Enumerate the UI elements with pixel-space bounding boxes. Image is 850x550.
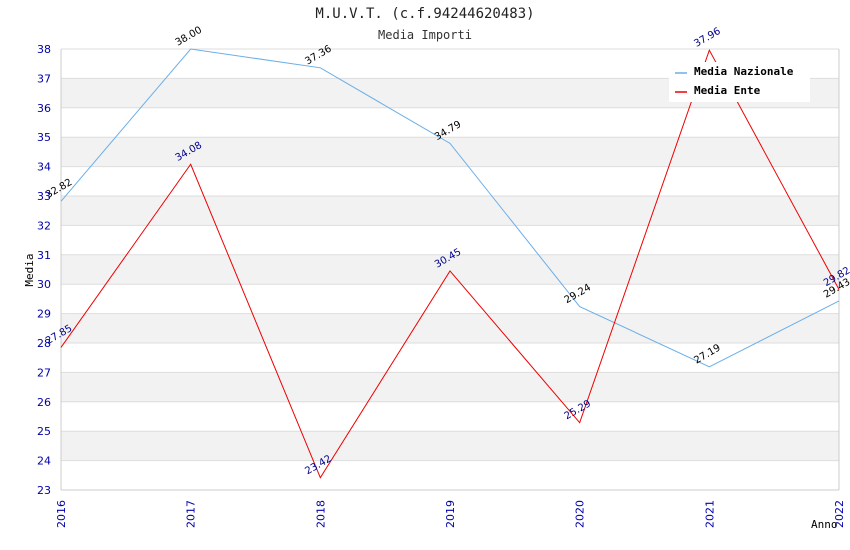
grid-band: [61, 343, 839, 373]
x-tick-label: 2018: [314, 500, 327, 528]
y-tick-label: 29: [37, 308, 51, 321]
series-line-media-nazionale: [60, 48, 840, 368]
legend-label-media-nazionale: Media Nazionale: [694, 65, 794, 78]
x-axis-label: Anno: [811, 518, 838, 531]
grid-band: [61, 225, 839, 255]
grid-band: [61, 313, 839, 343]
x-tick-label: 2016: [55, 500, 68, 528]
y-tick-label: 36: [37, 102, 51, 115]
x-tick-label: 2020: [574, 500, 587, 528]
x-tick-label: 2022: [833, 500, 846, 528]
axes: [60, 49, 840, 491]
legend: Media Nazionale Media Ente: [669, 62, 810, 102]
grid-band: [61, 284, 839, 314]
series-lines: [60, 48, 840, 479]
y-tick-label: 35: [37, 131, 51, 144]
grid-band: [61, 254, 839, 285]
x-tick-label: 2017: [185, 500, 198, 528]
x-tick-label: 2019: [444, 500, 457, 528]
y-tick-label: 27: [37, 366, 51, 379]
grid-band: [61, 401, 839, 432]
y-tick-label: 26: [37, 396, 51, 409]
y-tick-label: 32: [37, 219, 51, 232]
grid-bands: [61, 49, 839, 490]
y-tick-label: 38: [37, 43, 51, 56]
grid-band: [61, 196, 839, 226]
chart-title: M.U.V.T. (c.f.94244620483): [315, 6, 534, 22]
chart-subtitle: Media Importi: [378, 28, 472, 42]
y-axis-label: Media: [23, 253, 36, 286]
y-tick-label: 25: [37, 425, 51, 438]
series-line-media-ente: [60, 48, 840, 479]
y-tick-label: 34: [37, 161, 51, 174]
grid-band: [61, 460, 839, 490]
y-tick-label: 37: [37, 72, 51, 85]
y-tick-label: 24: [37, 455, 51, 468]
grid-band: [61, 431, 839, 461]
y-tick-label: 28: [37, 337, 51, 350]
x-tick-labels: 2016 2017 2018 2019 2020 2021 2022: [55, 500, 846, 528]
grid-band: [61, 137, 839, 167]
x-tick-label: 2021: [703, 500, 716, 528]
grid-band: [61, 107, 839, 138]
legend-label-media-ente: Media Ente: [694, 84, 761, 97]
y-tick-label: 30: [37, 278, 51, 291]
y-tick-label: 31: [37, 249, 51, 262]
y-tick-label: 23: [37, 484, 51, 497]
y-tick-labels: 23 24 25 26 27 28 29 30 31 32 33 34 35 36 37 38: [37, 43, 51, 497]
legend-box: [669, 62, 810, 102]
grid-band: [61, 166, 839, 196]
y-tick-label: 33: [37, 190, 51, 203]
grid-band: [61, 372, 839, 402]
